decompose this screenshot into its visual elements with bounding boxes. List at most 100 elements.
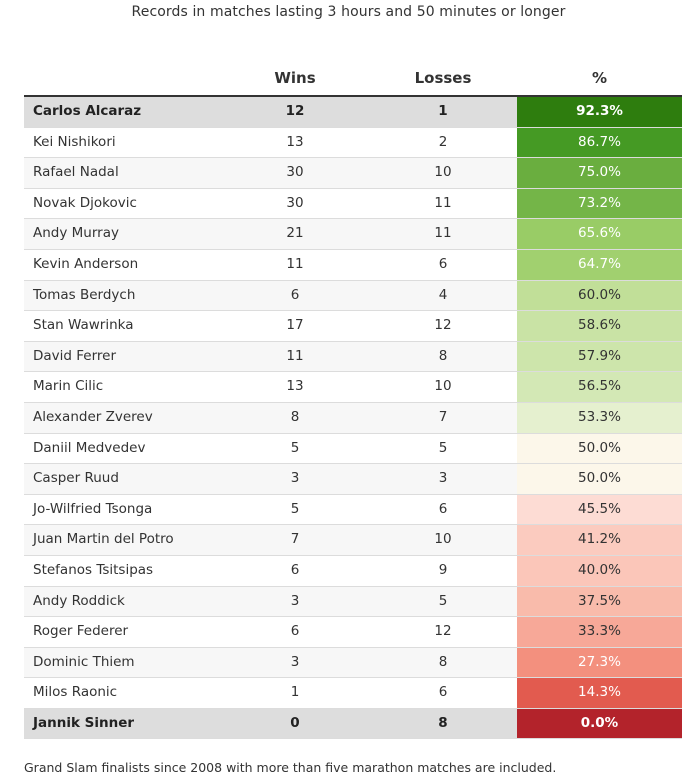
percent-cell: 53.3% [517, 402, 682, 433]
player-name: Stefanos Tsitsipas [33, 561, 154, 578]
player-name: Andy Roddick [33, 592, 125, 609]
player-name: Casper Ruud [33, 470, 119, 487]
player-name: Marin Cilic [33, 378, 104, 395]
percent-cell: 45.5% [517, 494, 682, 525]
wins-value: 11 [286, 347, 304, 364]
losses-value: 10 [434, 378, 452, 395]
table-row: Stan Wawrinka 17 12 58.6% [24, 311, 682, 342]
wins-value: 1 [290, 684, 300, 701]
wins-value: 5 [290, 439, 300, 456]
wins-value: 13 [286, 378, 304, 395]
player-name: Rafael Nadal [33, 164, 119, 181]
losses-value: 6 [438, 255, 448, 272]
table-row: Kei Nishikori 13 2 86.7% [24, 127, 682, 159]
table-row: Jo-Wilfried Tsonga 5 6 45.5% [24, 494, 682, 526]
table-row: Novak Djokovic 30 11 73.2% [24, 188, 682, 220]
wins-value: 12 [285, 103, 305, 119]
table-body: Carlos Alcaraz 12 1 92.3% Kei Nishikori 13 2 86… [24, 97, 682, 740]
player-name: Juan Martin del Potro [33, 531, 174, 548]
percent-cell: 57.9% [517, 341, 682, 372]
percent-cell: 86.7% [517, 127, 682, 158]
header-losses: Losses [414, 69, 472, 87]
losses-value: 11 [434, 194, 452, 211]
losses-value: 2 [438, 133, 448, 150]
table-row: Casper Ruud 3 3 50.0% [24, 464, 682, 495]
table-row: Daniil Medvedev 5 5 50.0% [24, 433, 682, 465]
header-player [24, 62, 244, 95]
table-row: David Ferrer 11 8 57.9% [24, 341, 682, 373]
player-name: Daniil Medvedev [33, 439, 146, 456]
table-row: Jannik Sinner 0 8 0.0% [24, 708, 682, 740]
losses-value: 6 [438, 684, 448, 701]
losses-value: 11 [434, 225, 452, 242]
header-percent: % [591, 69, 608, 87]
percent-cell: 56.5% [517, 372, 682, 402]
percent-cell: 40.0% [517, 555, 682, 586]
wins-value: 3 [290, 653, 300, 670]
losses-value: 4 [438, 286, 448, 303]
losses-value: 12 [434, 317, 452, 334]
percent-cell: 27.3% [517, 647, 682, 678]
losses-value: 12 [434, 623, 452, 640]
chart-subtitle: Records in matches lasting 3 hours and 5… [131, 4, 566, 20]
percent-cell: 58.6% [517, 311, 682, 341]
player-name: David Ferrer [33, 347, 117, 364]
player-name: Novak Djokovic [33, 194, 137, 211]
table-row: Stefanos Tsitsipas 6 9 40.0% [24, 555, 682, 587]
wins-value: 17 [286, 317, 304, 334]
table-header: Wins Losses % [24, 62, 682, 97]
table-row: Andy Murray 21 11 65.6% [24, 219, 682, 250]
percent-cell: 14.3% [517, 678, 682, 708]
player-name: Stan Wawrinka [33, 317, 134, 334]
wins-value: 3 [290, 470, 300, 487]
losses-value: 7 [438, 408, 448, 425]
player-name: Kei Nishikori [33, 133, 116, 150]
losses-value: 8 [438, 714, 448, 731]
wins-value: 6 [290, 561, 300, 578]
wins-value: 30 [286, 194, 304, 211]
percent-cell: 75.0% [517, 158, 682, 188]
percent-cell: 60.0% [517, 280, 682, 311]
percent-cell: 92.3% [517, 97, 682, 127]
header-wins: Wins [274, 69, 316, 87]
percent-cell: 73.2% [517, 188, 682, 219]
percent-cell: 0.0% [517, 708, 682, 739]
player-name: Roger Federer [33, 623, 129, 640]
player-name: Andy Murray [33, 225, 119, 242]
losses-value: 10 [434, 164, 452, 181]
player-name: Jannik Sinner [33, 714, 135, 731]
losses-value: 8 [438, 347, 448, 364]
player-name: Kevin Anderson [33, 255, 139, 272]
player-name: Tomas Berdych [33, 286, 136, 303]
wins-value: 6 [290, 286, 300, 303]
player-name: Jo-Wilfried Tsonga [33, 500, 153, 517]
table-row: Carlos Alcaraz 12 1 92.3% [24, 97, 682, 128]
percent-cell: 41.2% [517, 525, 682, 555]
percent-cell: 65.6% [517, 219, 682, 249]
losses-value: 1 [438, 103, 448, 119]
losses-value: 3 [438, 470, 448, 487]
wins-value: 6 [290, 623, 300, 640]
wins-value: 7 [290, 531, 300, 548]
wins-value: 5 [290, 500, 300, 517]
table-row: Tomas Berdych 6 4 60.0% [24, 280, 682, 312]
percent-cell: 33.3% [517, 617, 682, 647]
percent-cell: 50.0% [517, 464, 682, 494]
percent-cell: 64.7% [517, 249, 682, 280]
wins-value: 8 [290, 408, 300, 425]
table-row: Alexander Zverev 8 7 53.3% [24, 402, 682, 434]
player-name: Dominic Thiem [33, 653, 135, 670]
percent-cell: 37.5% [517, 586, 682, 617]
wins-value: 30 [286, 164, 304, 181]
table-row: Juan Martin del Potro 7 10 41.2% [24, 525, 682, 556]
records-table: Wins Losses % Carlos Alcaraz 12 1 92.3% Kei … [24, 62, 682, 740]
player-name: Milos Raonic [33, 684, 118, 701]
losses-value: 8 [438, 653, 448, 670]
table-row: Kevin Anderson 11 6 64.7% [24, 249, 682, 281]
wins-value: 11 [286, 255, 304, 272]
percent-cell: 50.0% [517, 433, 682, 464]
wins-value: 3 [290, 592, 300, 609]
table-row: Roger Federer 6 12 33.3% [24, 617, 682, 648]
wins-value: 21 [286, 225, 304, 242]
losses-value: 6 [438, 500, 448, 517]
